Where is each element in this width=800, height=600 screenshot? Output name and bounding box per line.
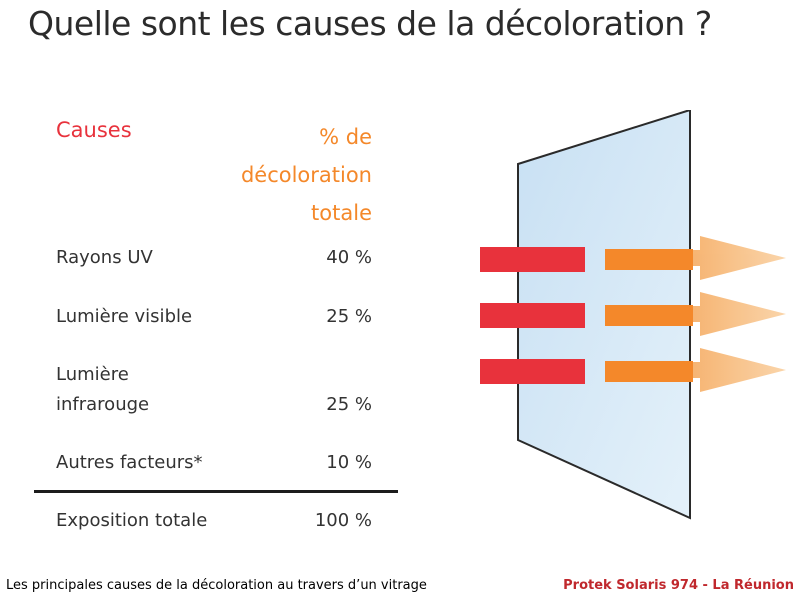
light-arrow-heads [690, 236, 786, 392]
red-bar-1 [480, 247, 585, 272]
row-value-visible-light: 25 % [326, 306, 372, 327]
glass-pane-illustration [480, 110, 786, 520]
percent-column-header: % de décoloration totale [172, 118, 372, 232]
row-label-line: infrarouge [56, 394, 150, 415]
page-title: Quelle sont les causes de la décoloratio… [28, 4, 712, 43]
arrow-3 [690, 348, 786, 392]
causes-column-header: Causes [56, 118, 132, 142]
percent-header-line: décoloration [240, 163, 372, 187]
red-bar-3 [480, 359, 585, 384]
row-value-infrared: 25 % [326, 394, 372, 415]
percent-header-line: % de [319, 125, 372, 149]
row-value-uv: 40 % [326, 247, 372, 268]
row-label-uv: Rayons UV [56, 247, 153, 268]
orange-bar-1 [605, 249, 693, 270]
percent-header-line: totale [311, 201, 372, 225]
source-credit: Protek Solaris 974 - La Réunion [563, 578, 794, 593]
row-label-visible-light: Lumière visible [56, 306, 193, 327]
total-divider [34, 490, 398, 493]
total-value: 100 % [314, 510, 372, 531]
row-value-other-factors: 10 % [326, 452, 372, 473]
glass-pane [517, 110, 691, 520]
figure-caption: Les principales causes de la décoloratio… [6, 578, 427, 593]
row-label-infrared: Lumière infrarouge [56, 360, 149, 420]
arrow-1 [690, 236, 786, 280]
total-label: Exposition totale [56, 510, 208, 531]
row-label-line: Lumière [56, 364, 129, 385]
orange-bar-2 [605, 305, 693, 326]
orange-bar-3 [605, 361, 693, 382]
arrow-2 [690, 292, 786, 336]
row-label-other-factors: Autres facteurs* [56, 452, 203, 473]
red-bar-2 [480, 303, 585, 328]
